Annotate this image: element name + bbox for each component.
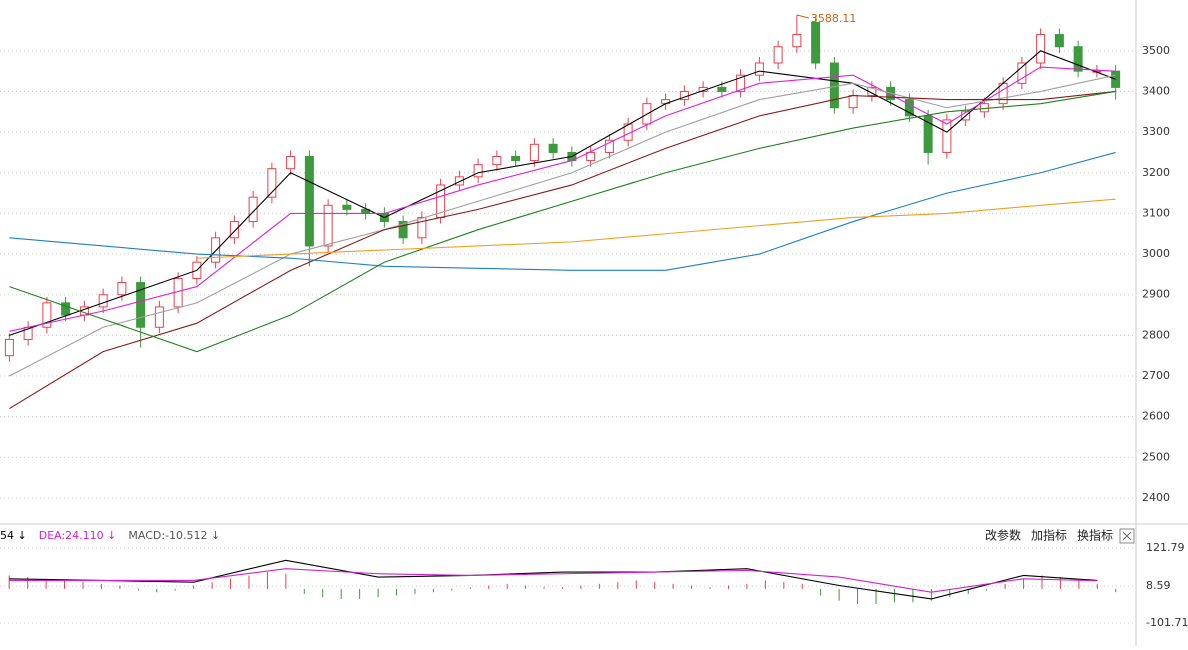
candle-body xyxy=(398,221,408,239)
candle-body xyxy=(773,46,783,64)
ma-line xyxy=(9,90,1116,353)
candle-body xyxy=(923,115,933,153)
y-tick-label: 121.79 xyxy=(1146,541,1185,554)
y-tick-label: 3000 xyxy=(1142,247,1170,260)
candle-body xyxy=(286,156,296,170)
candle-body xyxy=(829,62,839,109)
candle-body xyxy=(904,99,914,117)
candle-body xyxy=(754,62,764,76)
candle-body xyxy=(548,143,558,153)
y-tick-label: 2700 xyxy=(1142,369,1170,382)
candle-body xyxy=(1073,46,1083,72)
toolbar-button[interactable]: 换指标 xyxy=(1077,528,1113,543)
candle-body xyxy=(717,86,727,92)
candle-body xyxy=(61,302,71,316)
candle-body xyxy=(511,156,521,162)
ma-line xyxy=(9,50,1116,336)
candle-body xyxy=(4,338,14,357)
candle-body xyxy=(417,216,427,239)
candle-body xyxy=(1017,62,1027,84)
ma-line xyxy=(9,90,1116,410)
candle-body xyxy=(736,74,746,92)
y-tick-label: 3100 xyxy=(1142,206,1170,219)
y-tick-label: 2400 xyxy=(1142,491,1170,504)
candle-body xyxy=(586,151,596,162)
y-tick-label: 3400 xyxy=(1142,84,1170,97)
y-tick-label: 3500 xyxy=(1142,44,1170,57)
candle-body xyxy=(342,204,352,210)
candle-body xyxy=(42,302,52,328)
candle-body xyxy=(604,139,614,153)
candle-body xyxy=(323,204,333,247)
candle-body xyxy=(136,282,146,328)
ma-line xyxy=(196,198,1116,259)
candle-body xyxy=(1054,34,1064,48)
candle-body xyxy=(492,156,502,166)
candle-body xyxy=(98,294,108,308)
y-tick-label: 2600 xyxy=(1142,410,1170,423)
candle-body xyxy=(304,156,314,247)
macd-header: 54 ↓ xyxy=(0,529,27,542)
macd-header: MACD:-10.512 ↓ xyxy=(128,529,220,542)
candle-body xyxy=(248,196,258,223)
candle-body xyxy=(792,34,802,48)
ma-line xyxy=(9,568,1098,593)
close-button[interactable] xyxy=(1119,528,1135,544)
candle-body xyxy=(211,237,221,263)
macd-header: DEA:24.110 ↓ xyxy=(39,529,117,542)
ma-line xyxy=(9,74,1116,377)
y-tick-label: 2800 xyxy=(1142,328,1170,341)
ma-line xyxy=(9,66,1116,332)
candle-body xyxy=(454,176,464,186)
y-tick-label: 8.59 xyxy=(1146,579,1171,592)
y-tick-label: 3300 xyxy=(1142,125,1170,138)
candle-body xyxy=(154,306,164,328)
y-tick-label: 3200 xyxy=(1142,166,1170,179)
candle-body xyxy=(117,282,127,296)
candle-body xyxy=(473,164,483,178)
high-label: 3588.11 xyxy=(811,12,857,25)
candle-body xyxy=(1036,34,1046,64)
candle-body xyxy=(942,119,952,153)
y-tick-label: -101.71 xyxy=(1146,616,1188,629)
candle-body xyxy=(979,103,989,113)
candle-body xyxy=(848,95,858,109)
ma-line xyxy=(9,559,1098,600)
candle-body xyxy=(229,221,239,239)
toolbar-button[interactable]: 加指标 xyxy=(1031,528,1067,543)
toolbar-button[interactable]: 改参数 xyxy=(985,528,1021,543)
candle-body xyxy=(267,168,277,198)
high-pointer xyxy=(796,14,809,19)
y-tick-label: 2900 xyxy=(1142,288,1170,301)
y-tick-label: 2500 xyxy=(1142,450,1170,463)
candle-body xyxy=(811,21,821,64)
ma-line xyxy=(9,151,1116,271)
candle-body xyxy=(529,143,539,162)
